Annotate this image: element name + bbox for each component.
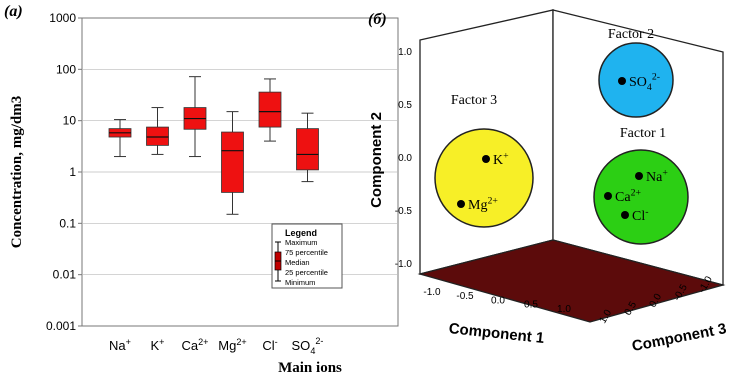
x-tick-label-so: SO42- — [292, 336, 324, 356]
point-na — [635, 172, 643, 180]
x-tick-label-k: K+ — [151, 337, 165, 353]
box-cl — [258, 78, 282, 142]
panel-label-b: (б) — [368, 11, 387, 28]
y-tick-label: -1.0 — [395, 259, 413, 270]
z-axis-title-component-3: Component 3 — [630, 320, 727, 355]
point-label-na: Na+ — [646, 167, 668, 185]
y-tick-label: 0.5 — [398, 100, 412, 111]
y-tick-label: 10 — [63, 114, 77, 128]
factor-label: Factor 3 — [451, 93, 497, 108]
legend-box — [271, 223, 343, 289]
y-tick-label: -0.5 — [395, 206, 413, 217]
factor-plot-panel: (б) 1.00.50.0-0.5-1.0 -1.0 -0.5 0.0 0.5 1.0 … — [368, 9, 728, 355]
x-tick-label-cl: Cl- — [262, 337, 277, 353]
y-axis-title-component-2: Component 2 — [368, 112, 385, 208]
box-plot-panel: (a) 0.001 0.01 0.1 1 10 100 1000 Na+ K+ Ca2+ Mg2+… — [4, 3, 399, 376]
x-tick-label: -0.5 — [456, 291, 474, 302]
legend-item-75: 75 percentile — [285, 248, 328, 257]
cluster-circle — [598, 42, 674, 118]
cluster-factor-3: Factor 3 K+ Mg2+ — [434, 93, 534, 228]
x-tick-label-mg: Mg2+ — [218, 337, 246, 353]
box-iqr — [258, 91, 282, 128]
legend-item-maximum: Maximum — [285, 238, 318, 247]
point-so — [618, 77, 626, 85]
box-na — [108, 119, 132, 158]
floor-plane — [417, 239, 726, 323]
cluster-factor-1: Factor 1 Na+ Ca2+Cl- — [593, 126, 689, 245]
cluster-factor-2: Factor 2 SO42- — [598, 27, 674, 118]
point-label-so: SO42- — [629, 72, 660, 94]
point-label-mg: Mg2+ — [468, 195, 498, 213]
legend-item-minimum: Minimum — [285, 278, 315, 287]
x-tick-label: 0.5 — [524, 300, 538, 311]
x-tick-label-na: Na+ — [109, 337, 131, 353]
point-label-k: K+ — [493, 150, 509, 168]
box-iqr — [146, 126, 169, 146]
factor-label: Factor 2 — [608, 27, 654, 42]
x-axis-title-component-1: Component 1 — [448, 320, 545, 347]
y-tick-label: 100 — [56, 62, 76, 76]
y-tick-label: 0.0 — [398, 153, 412, 164]
point-mg — [457, 200, 465, 208]
box-ca — [183, 76, 207, 158]
point-label-cl: Cl- — [632, 206, 649, 224]
point-ca — [604, 192, 612, 200]
point-label-ca: Ca2+ — [615, 187, 641, 205]
y-tick-label: 0.001 — [46, 319, 76, 333]
x-tick-label: 1.0 — [557, 304, 571, 315]
point-cl — [621, 211, 629, 219]
factor-label: Factor 1 — [620, 126, 666, 141]
x-tick-label-ca: Ca2+ — [182, 337, 209, 353]
box-iqr — [296, 128, 319, 171]
box-mg — [221, 111, 244, 215]
legend-title: Legend — [285, 228, 317, 238]
y-tick-label: 0.1 — [59, 216, 76, 230]
panel-label-a: (a) — [4, 3, 23, 20]
legend-item-median: Median — [285, 258, 310, 267]
y-axis-label: Concentration, mg/dm3 — [9, 96, 25, 249]
legend: Legend Maximum 75 percentile Median 25 p… — [271, 223, 343, 289]
box-so — [296, 112, 319, 183]
y-tick-label: 1.0 — [398, 47, 412, 58]
y-tick-label: 1000 — [49, 11, 76, 25]
x-tick-label: 0.0 — [491, 295, 505, 306]
box-k — [146, 107, 169, 155]
y-tick-label: 1 — [69, 165, 76, 179]
x-tick-label: -1.0 — [423, 287, 441, 298]
box-iqr — [221, 131, 244, 193]
x-axis-label: Main ions — [278, 360, 342, 376]
y-tick-label: 0.01 — [53, 268, 77, 282]
point-k — [482, 155, 490, 163]
legend-item-25: 25 percentile — [285, 268, 328, 277]
cluster-circle — [593, 149, 689, 245]
